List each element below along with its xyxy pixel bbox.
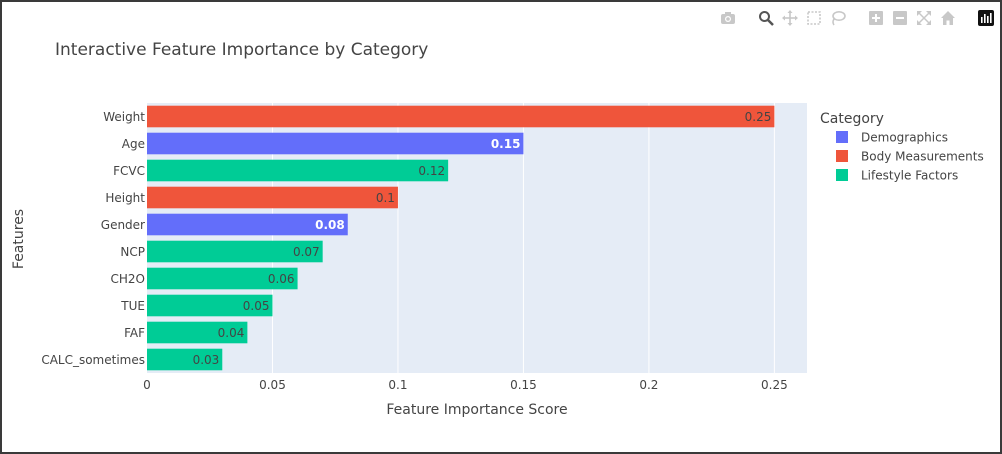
- zoom-out-icon[interactable]: [890, 8, 910, 28]
- bar-value-label: 0.15: [491, 137, 521, 151]
- y-tick-label: CALC_sometimes: [41, 353, 145, 367]
- legend-swatch[interactable]: [836, 169, 848, 181]
- bar-ncp[interactable]: [147, 240, 323, 263]
- y-tick-labels: Weight Age FCVC Height Gender NCP CH2O TUE FAF CA…: [41, 110, 145, 367]
- box-select-icon[interactable]: [804, 8, 824, 28]
- y-tick-label: NCP: [120, 245, 145, 259]
- bar-calc-sometimes[interactable]: [147, 348, 223, 371]
- bar-value-label: 0.12: [418, 164, 445, 178]
- y-tick-label: CH2O: [111, 272, 145, 286]
- legend-item-label[interactable]: Body Measurements: [861, 150, 984, 164]
- legend-swatch[interactable]: [836, 150, 848, 162]
- bar-value-label: 0.03: [193, 353, 220, 367]
- x-tick-label: 0.15: [510, 378, 537, 392]
- bar-value-label: 0.25: [745, 110, 772, 124]
- bar-height[interactable]: [147, 186, 398, 209]
- y-tick-label: FAF: [124, 326, 145, 340]
- plotly-logo-icon[interactable]: [976, 8, 996, 28]
- x-tick-label: 0.2: [639, 378, 658, 392]
- autoscale-icon[interactable]: [914, 8, 934, 28]
- chart-title: Interactive Feature Importance by Catego…: [55, 40, 428, 60]
- legend-item-label[interactable]: Lifestyle Factors: [861, 169, 958, 183]
- y-tick-label: Weight: [103, 110, 145, 124]
- y-tick-label: Height: [105, 191, 145, 205]
- legend: Category Demographics Body Measurements Li…: [820, 111, 984, 183]
- zoom-in-icon[interactable]: [866, 8, 886, 28]
- bar-value-label: 0.06: [268, 272, 295, 286]
- legend-item-label[interactable]: Demographics: [861, 131, 948, 145]
- bars: 0.25 0.15 0.12 0.1 0.08 0.07 0.06 0.05 0.04 0.03: [147, 105, 775, 371]
- bar-ch2o[interactable]: [147, 267, 298, 290]
- bar-value-label: 0.05: [243, 299, 270, 313]
- x-tick-labels: 0 0.05 0.1 0.15 0.2 0.25: [143, 378, 788, 392]
- bar-gender[interactable]: [147, 213, 348, 236]
- bar-fcvc[interactable]: [147, 159, 449, 182]
- x-axis-title: Feature Importance Score: [386, 402, 567, 418]
- modebar: [718, 8, 996, 28]
- bar-weight[interactable]: [147, 105, 775, 128]
- bar-tue[interactable]: [147, 294, 273, 317]
- bar-faf[interactable]: [147, 321, 248, 344]
- pan-icon[interactable]: [780, 8, 800, 28]
- camera-icon[interactable]: [718, 8, 738, 28]
- bar-value-label: 0.1: [376, 191, 395, 205]
- x-tick-label: 0: [143, 378, 151, 392]
- y-axis-title: Features: [11, 209, 27, 269]
- lasso-select-icon[interactable]: [828, 8, 848, 28]
- bar-age[interactable]: [147, 132, 524, 155]
- legend-swatch[interactable]: [836, 131, 848, 143]
- y-tick-label: Gender: [101, 218, 145, 232]
- legend-title: Category: [820, 111, 884, 127]
- bar-value-label: 0.07: [293, 245, 320, 259]
- y-tick-label: TUE: [120, 299, 145, 313]
- y-tick-label: FCVC: [113, 164, 145, 178]
- zoom-icon[interactable]: [756, 8, 776, 28]
- x-tick-label: 0.05: [259, 378, 286, 392]
- y-tick-label: Age: [122, 137, 145, 151]
- reset-axes-icon[interactable]: [938, 8, 958, 28]
- x-tick-label: 0.25: [761, 378, 788, 392]
- x-tick-label: 0.1: [388, 378, 407, 392]
- bar-value-label: 0.04: [218, 326, 245, 340]
- bar-value-label: 0.08: [315, 218, 345, 232]
